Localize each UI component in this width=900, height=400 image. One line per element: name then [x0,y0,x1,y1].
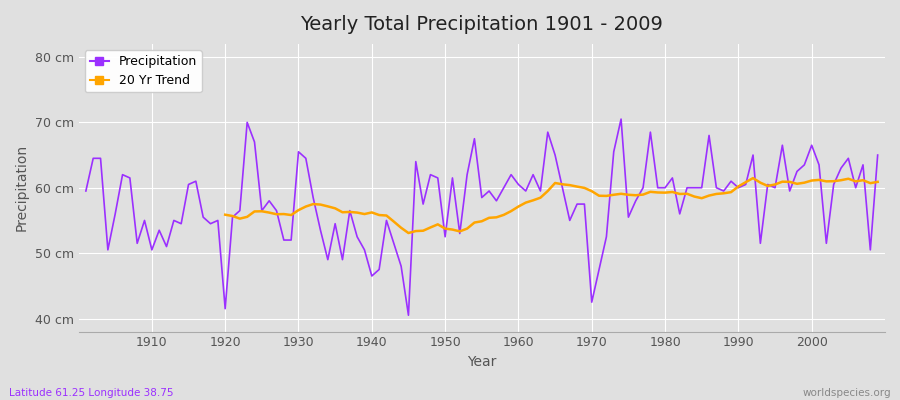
Text: Latitude 61.25 Longitude 38.75: Latitude 61.25 Longitude 38.75 [9,388,174,398]
X-axis label: Year: Year [467,355,497,369]
Legend: Precipitation, 20 Yr Trend: Precipitation, 20 Yr Trend [85,50,202,92]
Title: Yearly Total Precipitation 1901 - 2009: Yearly Total Precipitation 1901 - 2009 [301,15,663,34]
Text: worldspecies.org: worldspecies.org [803,388,891,398]
Y-axis label: Precipitation: Precipitation [15,144,29,231]
